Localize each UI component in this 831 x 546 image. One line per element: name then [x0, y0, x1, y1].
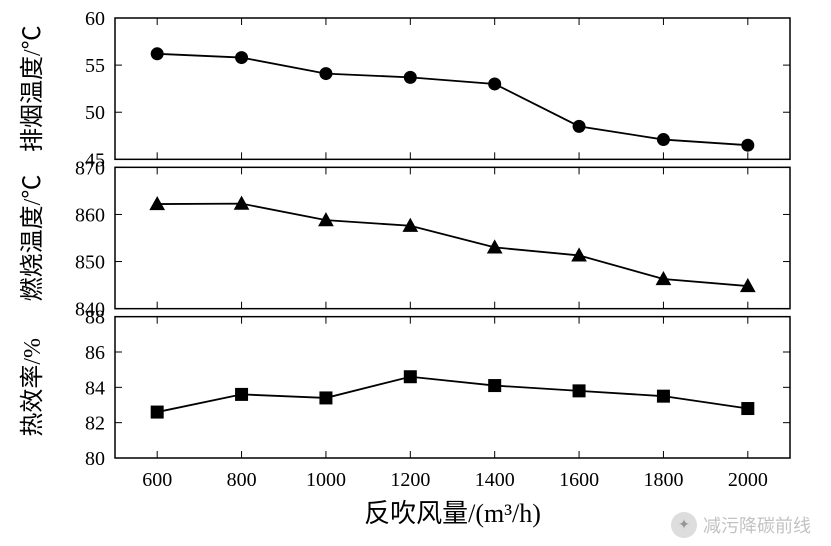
svg-text:600: 600 [142, 469, 172, 491]
svg-text:850: 850 [75, 252, 105, 274]
svg-text:燃烧温度/℃: 燃烧温度/℃ [19, 175, 46, 302]
svg-text:1600: 1600 [559, 469, 599, 491]
svg-text:860: 860 [75, 204, 105, 226]
svg-text:反吹风量/(m³/h): 反吹风量/(m³/h) [364, 499, 541, 528]
svg-text:50: 50 [85, 102, 105, 124]
svg-text:88: 88 [85, 307, 105, 329]
chat-icon: ✦ [671, 512, 697, 538]
svg-text:80: 80 [85, 448, 105, 470]
svg-text:1800: 1800 [643, 469, 683, 491]
svg-text:1000: 1000 [306, 469, 346, 491]
svg-text:84: 84 [85, 377, 105, 399]
svg-text:86: 86 [85, 342, 105, 364]
svg-text:870: 870 [75, 157, 105, 179]
svg-text:55: 55 [85, 55, 105, 77]
svg-text:1200: 1200 [390, 469, 430, 491]
watermark-text: 减污降碳前线 [703, 512, 811, 538]
chart-svg: 45505560排烟温度/℃840850860870燃烧温度/℃80828486… [0, 0, 831, 546]
chart-container: 45505560排烟温度/℃840850860870燃烧温度/℃80828486… [0, 0, 831, 546]
svg-text:2000: 2000 [728, 469, 768, 491]
svg-text:排烟温度/℃: 排烟温度/℃ [19, 25, 46, 152]
watermark: ✦ 减污降碳前线 [671, 512, 811, 538]
svg-text:800: 800 [227, 469, 257, 491]
svg-text:热效率/%: 热效率/% [19, 338, 46, 437]
svg-text:60: 60 [85, 8, 105, 30]
svg-text:82: 82 [85, 413, 105, 435]
svg-text:1400: 1400 [475, 469, 515, 491]
